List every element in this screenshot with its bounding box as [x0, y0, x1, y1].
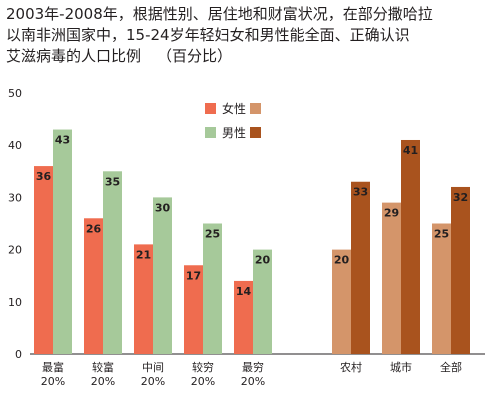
wealth-bar	[203, 223, 222, 354]
residence-bar	[351, 181, 370, 354]
residence-bar	[432, 223, 451, 354]
residence-bar-value-label: 20	[334, 254, 350, 267]
residence-bar-value-label: 25	[434, 228, 449, 241]
wealth-category-label: 20%	[241, 375, 265, 388]
wealth-bar	[184, 265, 203, 354]
residence-category-label: 全部	[440, 360, 462, 374]
residence-bar-value-label: 41	[403, 144, 418, 157]
wealth-category-label: 20%	[91, 375, 115, 388]
y-tick-label: 50	[8, 87, 22, 100]
legend-swatch-right	[250, 127, 261, 138]
residence-category-label: 城市	[390, 360, 412, 374]
wealth-category-label: 较富	[92, 360, 114, 374]
wealth-category-label: 20%	[191, 375, 215, 388]
title-line-3: 艾滋病毒的人口比例 （百分比）	[6, 46, 494, 67]
residence-category-label: 农村	[340, 360, 362, 374]
wealth-bar-value-label: 30	[155, 201, 171, 214]
wealth-category-label: 20%	[141, 375, 165, 388]
title-line-1: 2003年-2008年，根据性别、居住地和财富状况，在部分撒哈拉	[6, 5, 433, 23]
residence-bar-value-label: 33	[353, 186, 368, 199]
wealth-category-label: 较穷	[192, 360, 214, 374]
title-unit: （百分比）	[157, 47, 233, 65]
wealth-bar	[253, 249, 272, 354]
residence-bar	[451, 186, 470, 354]
wealth-category-label: 20%	[41, 375, 65, 388]
residence-bar-value-label: 32	[453, 191, 468, 204]
wealth-category-label: 中间	[142, 361, 164, 374]
wealth-bar-value-label: 26	[86, 222, 102, 235]
residence-bar	[382, 202, 401, 354]
title-line-2: 以南非洲国家中，15-24岁年轻妇女和男性能全面、正确认识	[6, 26, 410, 44]
residence-bar	[332, 249, 351, 354]
wealth-bar-value-label: 35	[105, 175, 120, 188]
wealth-bar	[134, 244, 153, 354]
wealth-bar-value-label: 20	[255, 254, 271, 267]
wealth-bar-value-label: 21	[136, 248, 151, 261]
wealth-category-label: 最富	[42, 360, 64, 374]
wealth-bar-value-label: 17	[186, 269, 201, 282]
wealth-bar-value-label: 36	[36, 170, 52, 183]
wealth-bar	[234, 280, 253, 354]
wealth-bar	[84, 218, 103, 354]
legend-swatch	[205, 127, 216, 138]
y-tick-label: 40	[8, 139, 22, 152]
wealth-bar-value-label: 43	[55, 134, 70, 147]
wealth-bar	[153, 197, 172, 354]
legend-label: 男性	[222, 126, 246, 140]
y-tick-label: 20	[8, 244, 22, 257]
wealth-bar	[34, 166, 53, 354]
wealth-category-label: 最穷	[242, 360, 264, 374]
y-tick-label: 30	[8, 191, 22, 204]
legend-swatch-right	[250, 103, 261, 114]
residence-bar	[401, 139, 420, 354]
y-tick-label: 0	[15, 348, 22, 361]
wealth-bar-value-label: 14	[236, 285, 252, 298]
wealth-bar	[103, 171, 122, 354]
wealth-bar-value-label: 25	[205, 228, 220, 241]
residence-bar-value-label: 29	[384, 207, 399, 220]
chart-title: 2003年-2008年，根据性别、居住地和财富状况，在部分撒哈拉 以南非洲国家中…	[6, 4, 494, 67]
wealth-bar	[53, 129, 72, 354]
title-line-3-text: 艾滋病毒的人口比例	[6, 47, 142, 65]
legend-swatch	[205, 103, 216, 114]
y-tick-label: 10	[8, 296, 22, 309]
legend-label: 女性	[222, 101, 246, 116]
